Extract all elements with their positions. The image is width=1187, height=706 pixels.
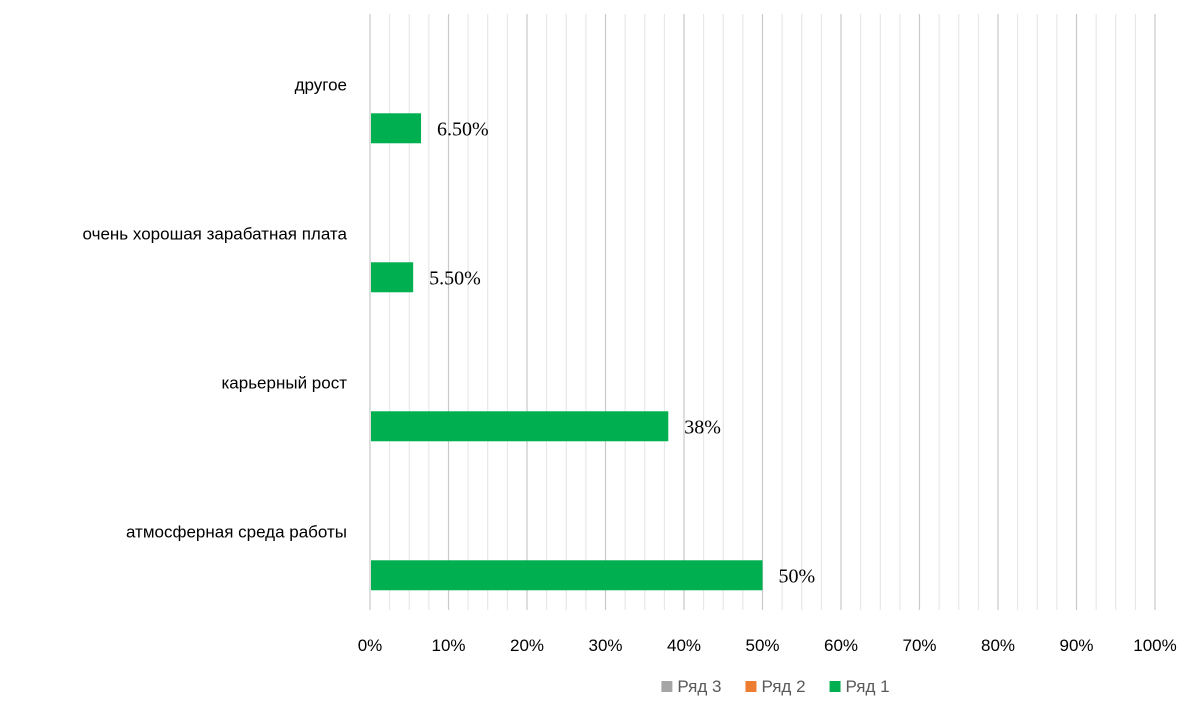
- bar: [371, 262, 414, 293]
- legend: Ряд 3 Ряд 2 Ряд 1: [661, 677, 890, 696]
- legend-label: Ряд 1: [846, 677, 890, 696]
- bar: [371, 411, 669, 442]
- category-label: очень хорошая зарабатная плата: [83, 224, 348, 243]
- legend-label: Ряд 2: [761, 677, 805, 696]
- data-label: 6.50%: [437, 118, 489, 140]
- data-label: 38%: [684, 416, 721, 438]
- x-tick-label: 10%: [431, 636, 465, 655]
- x-tick-label: 0%: [358, 636, 383, 655]
- x-tick-label: 30%: [588, 636, 622, 655]
- legend-label: Ряд 3: [677, 677, 721, 696]
- grid: [369, 14, 1156, 610]
- legend-swatch: [829, 681, 841, 692]
- x-tick-label: 80%: [981, 636, 1015, 655]
- x-tick-label: 100%: [1133, 636, 1176, 655]
- category-label: атмосферная среда работы: [126, 522, 347, 541]
- bar: [371, 560, 763, 591]
- data-label: 50%: [779, 565, 816, 587]
- x-tick-label: 70%: [902, 636, 936, 655]
- x-tick-label: 20%: [510, 636, 544, 655]
- bar: [371, 113, 422, 144]
- x-tick-label: 60%: [824, 636, 858, 655]
- x-tick-label: 40%: [667, 636, 701, 655]
- data-label: 5.50%: [429, 267, 481, 289]
- category-label: карьерный рост: [221, 373, 347, 392]
- legend-swatch: [745, 681, 757, 692]
- legend-swatch: [661, 681, 673, 692]
- labels: 0% 10% 20% 30% 40% 50% 60% 70% 80% 90% 100% 50% атмо…: [83, 75, 1177, 655]
- x-tick-label: 50%: [745, 636, 779, 655]
- bars: [371, 113, 763, 591]
- x-tick-label: 90%: [1059, 636, 1093, 655]
- category-label: другое: [295, 75, 347, 94]
